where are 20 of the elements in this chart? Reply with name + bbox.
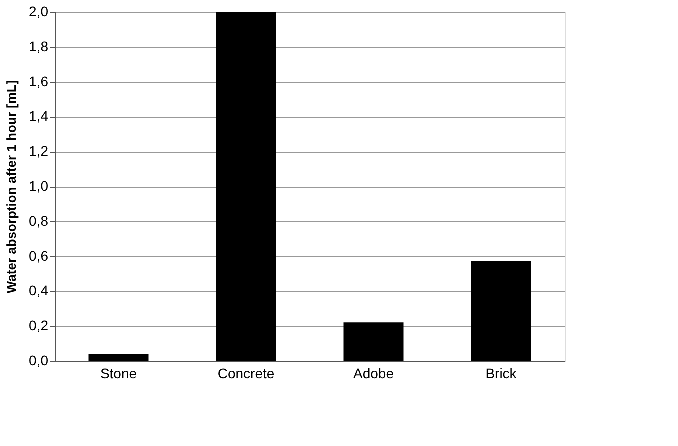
x-tick-label: Adobe	[354, 366, 394, 382]
y-tick-label: 1,4	[29, 108, 49, 124]
bar	[471, 262, 532, 361]
x-tick-label: Stone	[100, 366, 138, 382]
y-tick-label: 1,6	[29, 73, 49, 90]
y-tick-label: 0,4	[29, 282, 49, 299]
bar	[216, 12, 276, 361]
x-tick-label: Brick	[486, 366, 518, 382]
y-tick-label: 0,6	[29, 248, 49, 264]
y-tick-label: 0,8	[29, 212, 49, 229]
y-tick-label: 0,2	[29, 318, 49, 334]
y-axis-title: Water absorption after 1 hour [mL]	[4, 80, 20, 294]
y-tick-label: 1,8	[29, 38, 49, 54]
y-tick-label: 1,2	[29, 143, 49, 160]
y-tick-label: 1,0	[29, 178, 49, 194]
bar	[344, 322, 404, 361]
x-tick-label: Concrete	[218, 366, 275, 382]
y-tick-label: 2,0	[29, 4, 49, 20]
y-tick-label: 0,0	[29, 352, 49, 368]
bar	[88, 354, 149, 361]
